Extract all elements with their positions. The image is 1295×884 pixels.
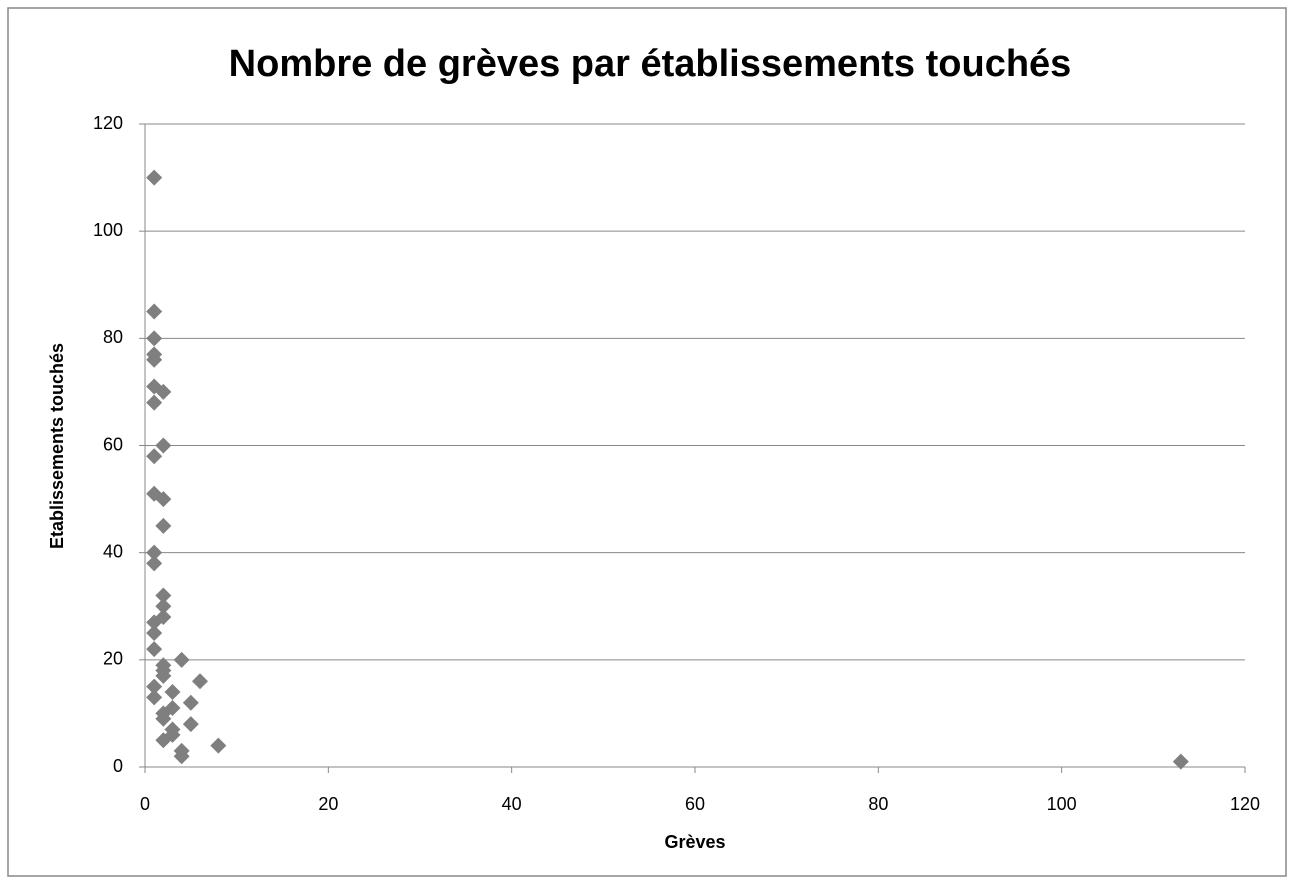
point xyxy=(146,678,163,695)
point xyxy=(155,732,172,749)
x-axis-label: Grèves xyxy=(664,832,725,852)
point xyxy=(146,544,163,561)
point xyxy=(155,383,172,400)
point xyxy=(155,491,172,508)
point xyxy=(146,689,163,706)
y-tick-label: 60 xyxy=(103,434,123,454)
y-tick-label: 0 xyxy=(113,756,123,776)
x-tick-label: 60 xyxy=(685,794,705,814)
x-tick-label: 100 xyxy=(1047,794,1077,814)
point xyxy=(146,303,163,320)
point xyxy=(155,710,172,727)
point xyxy=(182,694,199,711)
point xyxy=(173,651,190,668)
point xyxy=(146,330,163,347)
point xyxy=(146,625,163,642)
x-tick-label: 20 xyxy=(318,794,338,814)
point xyxy=(155,437,172,454)
point xyxy=(192,673,208,690)
point xyxy=(146,641,163,658)
point xyxy=(146,614,163,631)
point xyxy=(146,555,163,572)
point xyxy=(155,598,172,615)
point xyxy=(182,716,199,733)
point xyxy=(155,587,172,604)
x-tick-label: 0 xyxy=(140,794,150,814)
point xyxy=(155,667,172,684)
y-tick-label: 80 xyxy=(103,327,123,347)
point xyxy=(146,394,163,411)
point xyxy=(173,748,190,765)
y-tick-label: 120 xyxy=(93,113,123,133)
point xyxy=(146,448,163,465)
x-tick-label: 120 xyxy=(1230,794,1260,814)
point xyxy=(164,683,181,700)
x-tick-label: 40 xyxy=(502,794,522,814)
point xyxy=(155,517,172,534)
chart-title: Nombre de grèves par établissements touc… xyxy=(229,43,1072,85)
point xyxy=(146,351,163,368)
y-axis-label: Etablissements touchés xyxy=(47,343,67,549)
point xyxy=(1172,753,1189,770)
x-tick-label: 80 xyxy=(868,794,888,814)
chart-border xyxy=(7,7,1287,877)
y-tick-label: 40 xyxy=(103,541,123,561)
y-tick-label: 100 xyxy=(93,220,123,240)
y-tick-label: 20 xyxy=(103,649,123,669)
point xyxy=(210,737,227,754)
point xyxy=(146,169,163,186)
